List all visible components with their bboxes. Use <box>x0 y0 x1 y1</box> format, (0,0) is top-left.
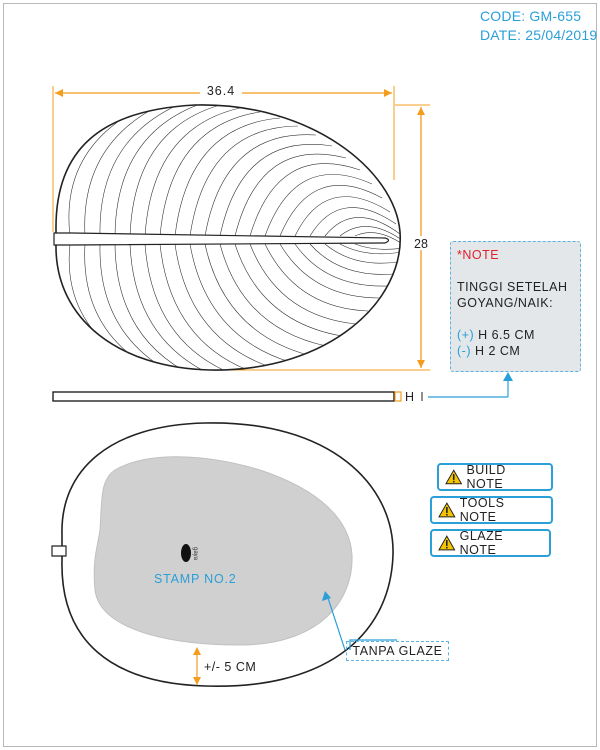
plus-sign: (+) <box>457 328 475 342</box>
tools-note-label: TOOLS NOTE <box>459 496 505 524</box>
bottom-view: gaya STAMP NO.2 +/- 5 CM <box>51 422 397 687</box>
height-label: 28 <box>414 237 428 251</box>
note-line-1: TINGGI SETELAH <box>457 280 568 294</box>
tanpa-glaze-label: TANPA GLAZE <box>346 641 449 661</box>
stamp-logo-text: gaya <box>192 547 198 561</box>
glaze-note-label: GLAZE NOTE <box>459 529 504 557</box>
width-label: 36.4 <box>207 84 235 98</box>
stamp-logo: gaya <box>181 544 198 562</box>
leaf-top-view <box>53 104 401 371</box>
note-minus-row: (-) H 2 CM <box>457 343 574 359</box>
rim-label: +/- 5 CM <box>204 660 256 674</box>
drawing-date: DATE: 25/04/2019 <box>480 27 598 43</box>
build-note-label: BUILD NOTE <box>466 463 506 491</box>
note-title: *NOTE <box>457 248 500 262</box>
side-view: H <box>52 372 513 404</box>
tools-note-button[interactable]: TOOLS NOTE <box>430 496 553 524</box>
glaze-note-button[interactable]: GLAZE NOTE <box>430 529 551 557</box>
minus-value: H 2 CM <box>474 344 521 358</box>
sheet-frame <box>3 3 597 747</box>
minus-sign: (-) <box>457 344 471 358</box>
warning-icon <box>445 469 463 485</box>
warning-icon <box>438 535 456 551</box>
thickness-label: H <box>405 390 414 404</box>
stamp-label: STAMP NO.2 <box>154 572 237 586</box>
note-plus-row: (+) H 6.5 CM <box>457 327 574 343</box>
width-dimension: 36.4 <box>52 83 395 232</box>
height-dimension: 28 <box>200 104 432 371</box>
build-note-button[interactable]: BUILD NOTE <box>437 463 553 491</box>
note-line-2: GOYANG/NAIK: <box>457 296 554 310</box>
plus-value: H 6.5 CM <box>478 328 535 342</box>
note-box: *NOTE TINGGI SETELAH GOYANG/NAIK: (+) H … <box>450 241 581 372</box>
product-code: CODE: GM-655 <box>480 8 582 24</box>
warning-icon <box>438 502 456 518</box>
